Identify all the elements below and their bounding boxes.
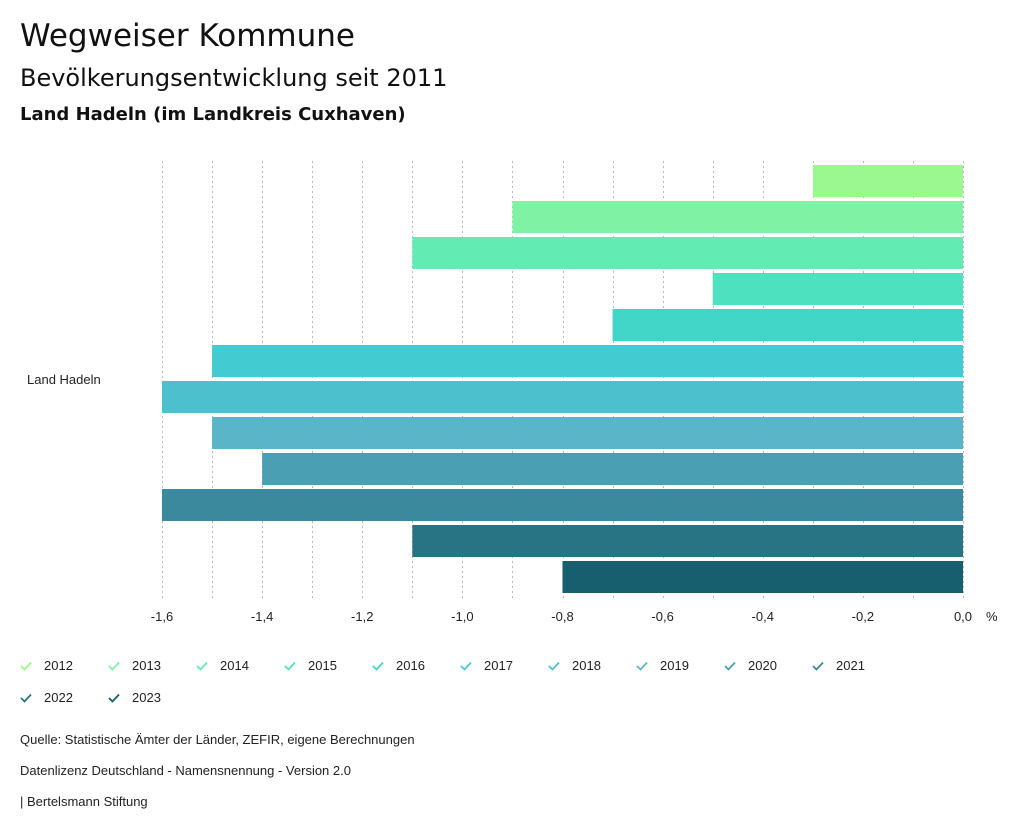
x-tick-label: -0,2 bbox=[852, 609, 874, 624]
bar-2014 bbox=[412, 237, 963, 269]
legend-item-2017[interactable]: 2017 bbox=[460, 658, 513, 673]
legend-item-2022[interactable]: 2022 bbox=[20, 690, 73, 705]
bar-2021 bbox=[162, 489, 963, 521]
check-icon bbox=[548, 661, 560, 671]
bar-chart: Land Hadeln -1,6 -1,4 -1,2 -1,0 -0,8 -0,6 -0,4 -… bbox=[27, 161, 998, 624]
legend-label: 2015 bbox=[308, 658, 337, 673]
legend-item-2015[interactable]: 2015 bbox=[284, 658, 337, 673]
source-note: Quelle: Statistische Ämter der Länder, Z… bbox=[20, 732, 415, 747]
legend-item-2020[interactable]: 2020 bbox=[724, 658, 777, 673]
legend-label: 2023 bbox=[132, 690, 161, 705]
bar-2012 bbox=[812, 165, 963, 197]
x-tick-label: -1,0 bbox=[451, 609, 473, 624]
check-icon bbox=[196, 661, 208, 671]
bar-2016 bbox=[612, 309, 963, 341]
legend-item-2018[interactable]: 2018 bbox=[548, 658, 601, 673]
legend-item-2012[interactable]: 2012 bbox=[20, 658, 73, 673]
check-icon bbox=[108, 661, 120, 671]
chart-title: Wegweiser Kommune bbox=[20, 18, 355, 54]
legend-item-2021[interactable]: 2021 bbox=[812, 658, 865, 673]
legend-label: 2021 bbox=[836, 658, 865, 673]
check-icon bbox=[812, 661, 824, 671]
legend-label: 2020 bbox=[748, 658, 777, 673]
bar-2020 bbox=[262, 453, 963, 485]
check-icon bbox=[460, 661, 472, 671]
bar-2013 bbox=[512, 201, 963, 233]
x-tick-label: -0,8 bbox=[551, 609, 573, 624]
bar-2023 bbox=[562, 561, 963, 593]
x-tick-label: -1,4 bbox=[251, 609, 273, 624]
legend-label: 2019 bbox=[660, 658, 689, 673]
legend-item-2023[interactable]: 2023 bbox=[108, 690, 161, 705]
x-tick-label: -0,4 bbox=[752, 609, 774, 624]
legend-label: 2022 bbox=[44, 690, 73, 705]
license-note: Datenlizenz Deutschland - Namensnennung … bbox=[20, 763, 351, 778]
bar-2022 bbox=[412, 525, 963, 557]
check-icon bbox=[636, 661, 648, 671]
x-tick-label: 0,0 bbox=[954, 609, 972, 624]
check-icon bbox=[20, 693, 32, 703]
legend-item-2014[interactable]: 2014 bbox=[196, 658, 249, 673]
region-label: Land Hadeln (im Landkreis Cuxhaven) bbox=[20, 104, 406, 125]
legend-item-2013[interactable]: 2013 bbox=[108, 658, 161, 673]
chart-subtitle: Bevölkerungsentwicklung seit 2011 bbox=[20, 64, 448, 92]
bar-2017 bbox=[212, 345, 963, 377]
legend-label: 2013 bbox=[132, 658, 161, 673]
legend-item-2016[interactable]: 2016 bbox=[372, 658, 425, 673]
legend-label: 2016 bbox=[396, 658, 425, 673]
legend-item-2019[interactable]: 2019 bbox=[636, 658, 689, 673]
x-tick-label: -1,2 bbox=[351, 609, 373, 624]
bar-2018 bbox=[162, 381, 963, 413]
x-axis-unit: % bbox=[986, 609, 998, 624]
category-label: Land Hadeln bbox=[27, 372, 101, 387]
check-icon bbox=[724, 661, 736, 671]
legend-label: 2017 bbox=[484, 658, 513, 673]
legend-label: 2012 bbox=[44, 658, 73, 673]
check-icon bbox=[108, 693, 120, 703]
bar-2019 bbox=[212, 417, 963, 449]
check-icon bbox=[284, 661, 296, 671]
legend-label: 2018 bbox=[572, 658, 601, 673]
x-tick-label: -0,6 bbox=[651, 609, 673, 624]
x-tick-label: -1,6 bbox=[151, 609, 173, 624]
bar-2015 bbox=[712, 273, 963, 305]
check-icon bbox=[372, 661, 384, 671]
brand-note: | Bertelsmann Stiftung bbox=[20, 794, 148, 809]
check-icon bbox=[20, 661, 32, 671]
legend-label: 2014 bbox=[220, 658, 249, 673]
